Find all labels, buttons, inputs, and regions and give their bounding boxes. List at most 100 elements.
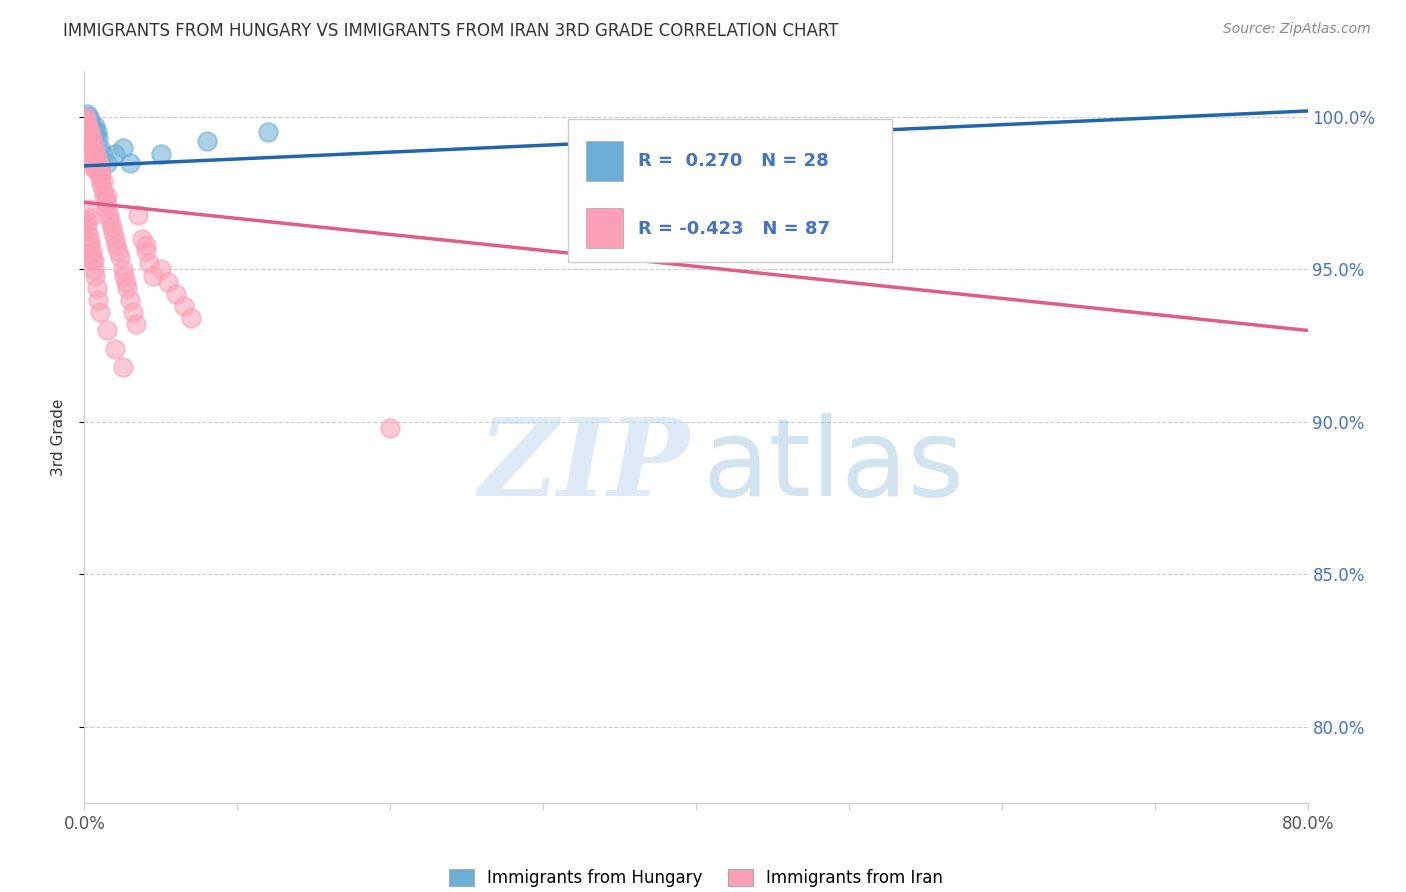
Point <box>86 159 108 173</box>
Text: ZIP: ZIP <box>478 413 690 519</box>
Point <box>142 268 165 283</box>
Point <box>76 119 98 133</box>
Point <box>105 238 128 252</box>
Point <box>120 155 142 169</box>
Point <box>84 144 107 158</box>
Point <box>75 116 97 130</box>
Point <box>79 144 101 158</box>
Point <box>165 286 187 301</box>
Point <box>86 281 108 295</box>
Point <box>77 128 100 143</box>
Point <box>77 238 100 252</box>
Point <box>76 113 98 128</box>
Point <box>103 226 125 240</box>
Point <box>122 305 145 319</box>
Point <box>80 244 103 259</box>
Point <box>77 229 100 244</box>
Point <box>91 183 114 197</box>
Point <box>77 122 100 136</box>
Point <box>80 122 103 136</box>
Point <box>84 153 107 167</box>
Point <box>75 110 97 124</box>
Point <box>76 107 98 121</box>
Point <box>79 119 101 133</box>
Point <box>76 223 98 237</box>
Point <box>83 253 105 268</box>
Point <box>80 150 103 164</box>
Point <box>84 161 107 176</box>
Point <box>101 219 124 234</box>
Point <box>79 153 101 167</box>
FancyBboxPatch shape <box>586 141 623 181</box>
Legend: Immigrants from Hungary, Immigrants from Iran: Immigrants from Hungary, Immigrants from… <box>443 863 949 892</box>
Point <box>77 202 100 216</box>
FancyBboxPatch shape <box>568 119 891 261</box>
Point <box>111 140 134 154</box>
Point <box>87 155 110 169</box>
Point <box>96 155 118 169</box>
Point <box>80 128 103 143</box>
Point <box>83 122 105 136</box>
Point <box>111 262 134 277</box>
Point <box>96 202 118 216</box>
Point <box>96 189 118 203</box>
Text: IMMIGRANTS FROM HUNGARY VS IMMIGRANTS FROM IRAN 3RD GRADE CORRELATION CHART: IMMIGRANTS FROM HUNGARY VS IMMIGRANTS FR… <box>63 22 839 40</box>
Point <box>149 146 172 161</box>
Point <box>257 125 280 139</box>
Text: R =  0.270   N = 28: R = 0.270 N = 28 <box>638 153 830 170</box>
Point <box>108 250 131 264</box>
Point <box>84 128 107 143</box>
Point <box>79 135 101 149</box>
Point <box>90 165 112 179</box>
Point <box>89 171 111 186</box>
Point <box>75 113 97 128</box>
Point <box>111 359 134 374</box>
Text: Source: ZipAtlas.com: Source: ZipAtlas.com <box>1223 22 1371 37</box>
Point <box>89 159 111 173</box>
Point <box>127 208 149 222</box>
Point <box>195 135 218 149</box>
Point <box>104 342 127 356</box>
Point <box>89 305 111 319</box>
Point <box>91 174 114 188</box>
Point <box>86 150 108 164</box>
Point <box>87 131 110 145</box>
Point <box>98 213 121 227</box>
Point <box>75 110 97 124</box>
Point <box>79 113 101 128</box>
Point <box>104 146 127 161</box>
Point <box>135 244 157 259</box>
Point <box>115 281 138 295</box>
Text: R = -0.423   N = 87: R = -0.423 N = 87 <box>638 219 831 237</box>
Point <box>131 232 153 246</box>
Point <box>79 235 101 249</box>
Point <box>76 125 98 139</box>
Point <box>79 125 101 139</box>
Point <box>380 421 402 435</box>
Point <box>114 275 136 289</box>
Point <box>77 116 100 130</box>
Point <box>157 275 180 289</box>
Point <box>87 165 110 179</box>
Point <box>76 116 98 130</box>
Point <box>80 131 103 145</box>
Point <box>89 140 111 154</box>
Point <box>77 140 100 154</box>
Point <box>76 213 98 227</box>
Point <box>79 247 101 261</box>
Point <box>149 262 172 277</box>
Point <box>76 131 98 145</box>
Point <box>93 189 115 203</box>
Point <box>80 253 103 268</box>
Point <box>96 323 118 337</box>
Point <box>180 311 202 326</box>
Point <box>90 177 112 191</box>
Point <box>77 146 100 161</box>
Point <box>84 268 107 283</box>
Point <box>135 238 157 252</box>
Point <box>107 244 129 259</box>
Point <box>83 155 105 169</box>
Point <box>97 208 120 222</box>
Point <box>120 293 142 307</box>
Point <box>77 122 100 136</box>
